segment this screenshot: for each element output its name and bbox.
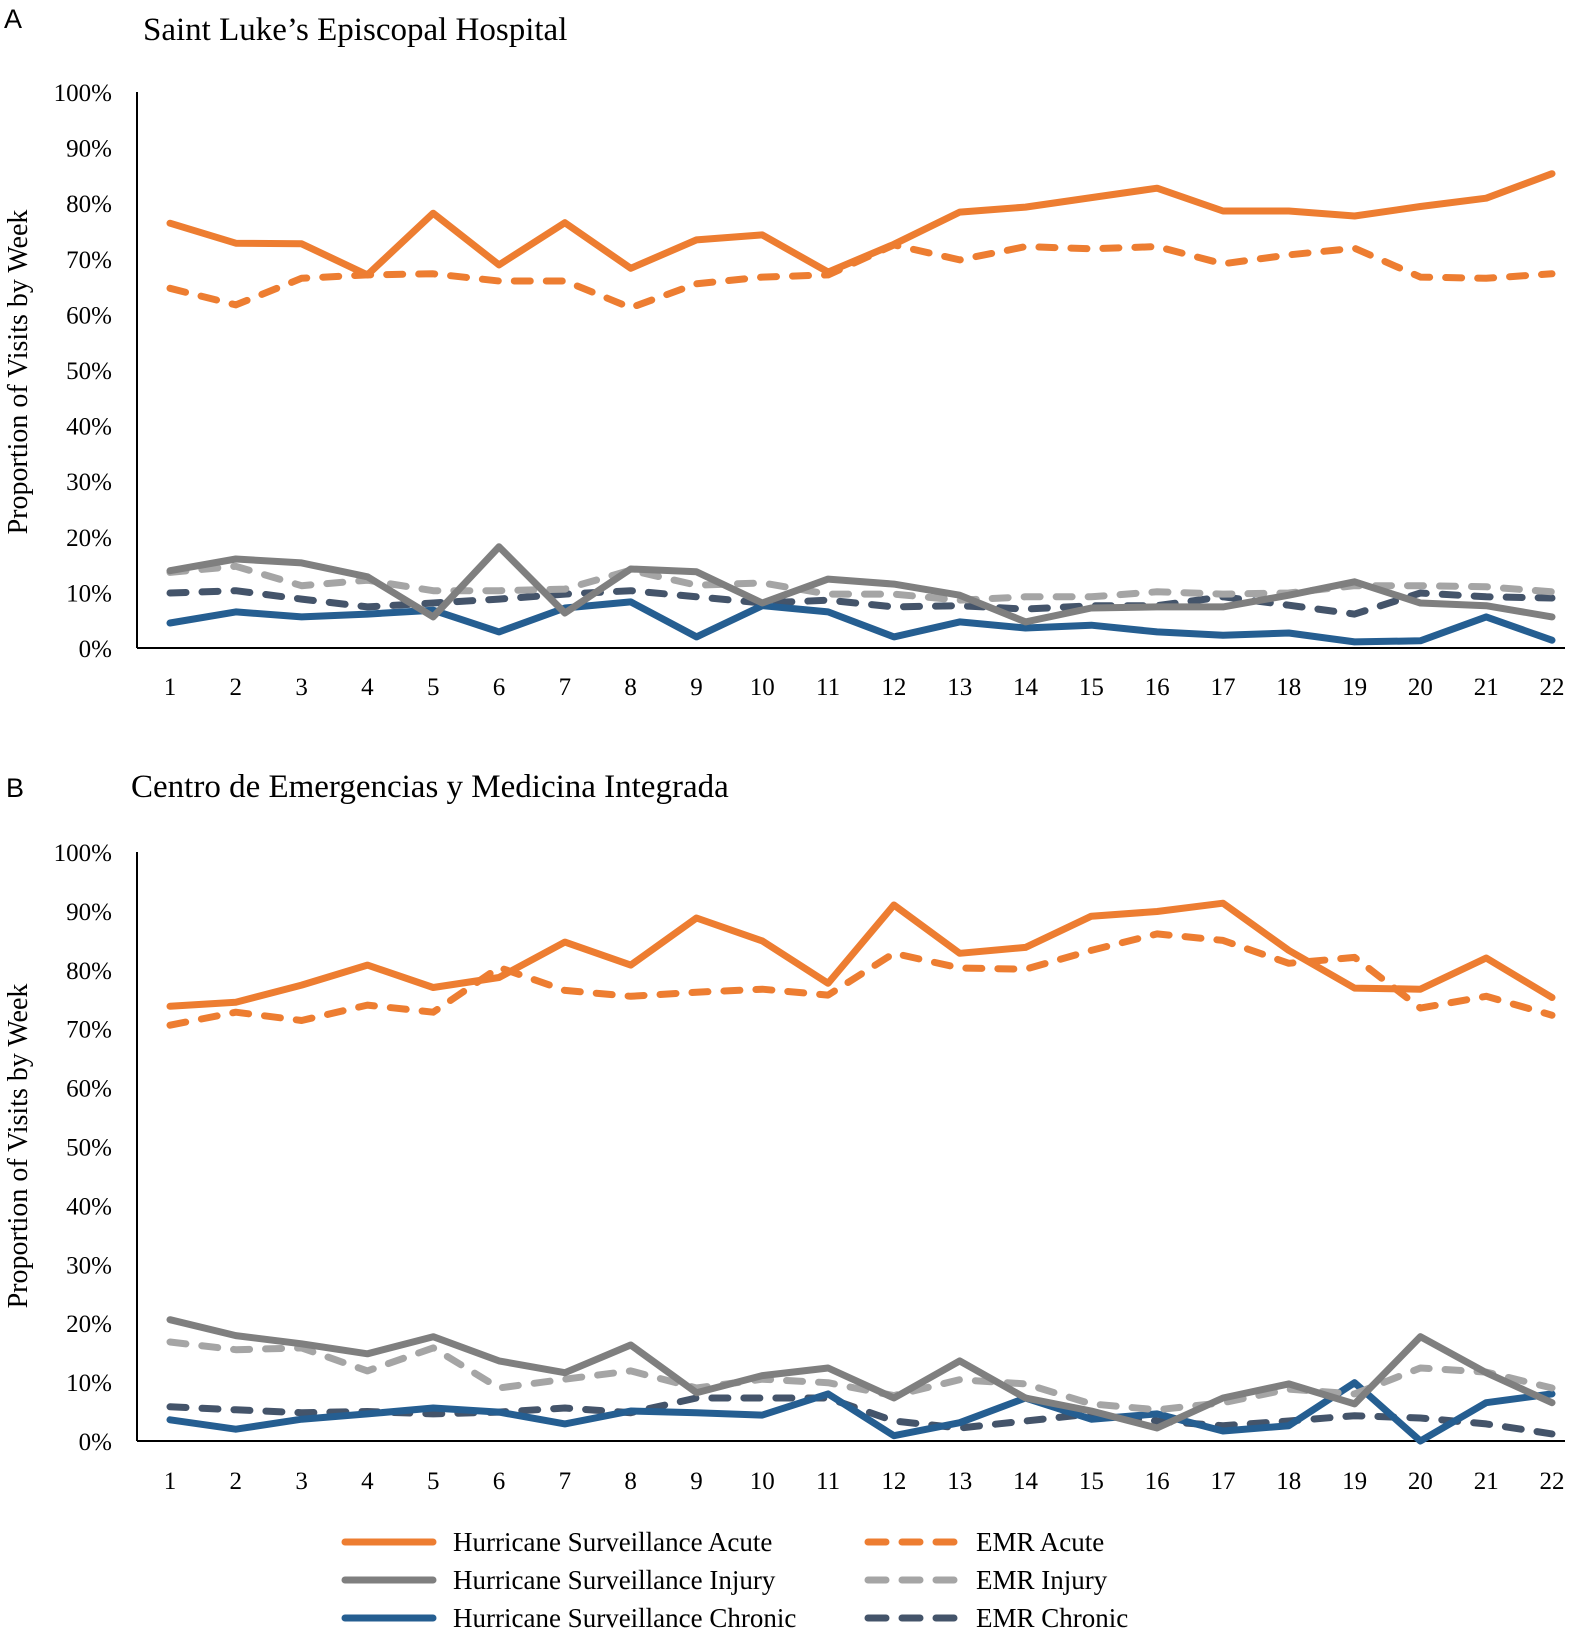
legend-item-emr-injury: EMR Injury (868, 1565, 1108, 1595)
legend-item-hs-chronic: Hurricane Surveillance Chronic (345, 1603, 796, 1633)
x-tick-label: 21 (1474, 1468, 1499, 1495)
x-tick-label: 15 (1079, 1468, 1104, 1495)
x-tick-label: 18 (1276, 1468, 1301, 1495)
series-line-hs-acute (170, 903, 1552, 1006)
y-tick-label: 30% (66, 469, 112, 496)
legend-label: Hurricane Surveillance Acute (453, 1527, 772, 1557)
x-tick-label: 1 (164, 1468, 177, 1495)
legend-item-emr-acute: EMR Acute (868, 1527, 1104, 1557)
x-tick-label: 12 (881, 674, 906, 701)
panel-letter-a: A (4, 4, 22, 34)
y-tick-label: 100% (54, 840, 112, 867)
x-tick-label: 2 (230, 674, 243, 701)
x-tick-label: 6 (493, 674, 506, 701)
y-tick-label: 10% (66, 1370, 112, 1397)
y-tick-label: 50% (66, 358, 112, 385)
y-tick-label: 100% (54, 80, 112, 107)
y-tick-label: 80% (66, 958, 112, 985)
y-tick-label: 90% (66, 899, 112, 926)
x-tick-label: 6 (493, 1468, 506, 1495)
panel-a-y-ticks: 0% 10% 20% 30% 40% 50% 60% 70% 80% 90% 100% (54, 80, 112, 663)
x-tick-label: 5 (427, 674, 440, 701)
y-tick-label: 20% (66, 525, 112, 552)
series-line-emr-acute (170, 245, 1552, 308)
panel-b-y-axis-label: Proportion of Visits by Week (3, 984, 34, 1309)
x-tick-label: 17 (1210, 1468, 1235, 1495)
y-tick-label: 30% (66, 1252, 112, 1279)
legend-item-hs-injury: Hurricane Surveillance Injury (345, 1565, 776, 1595)
x-tick-label: 16 (1145, 1468, 1170, 1495)
y-tick-label: 20% (66, 1311, 112, 1338)
y-tick-label: 80% (66, 191, 112, 218)
x-tick-label: 1 (164, 674, 177, 701)
x-tick-label: 19 (1342, 674, 1367, 701)
panel-a-series (170, 174, 1552, 642)
series-line-hs-acute (170, 174, 1552, 275)
x-tick-label: 14 (1013, 674, 1039, 701)
y-tick-label: 10% (66, 580, 112, 607)
legend-item-hs-acute: Hurricane Surveillance Acute (345, 1527, 772, 1557)
x-tick-label: 11 (816, 1468, 840, 1495)
y-tick-label: 60% (66, 1076, 112, 1103)
y-tick-label: 70% (66, 1017, 112, 1044)
y-tick-label: 0% (79, 1429, 112, 1456)
y-tick-label: 90% (66, 136, 112, 163)
x-tick-label: 18 (1276, 674, 1301, 701)
x-tick-label: 7 (559, 1468, 572, 1495)
y-tick-label: 70% (66, 247, 112, 274)
x-tick-label: 22 (1540, 674, 1565, 701)
x-tick-label: 22 (1540, 1468, 1565, 1495)
y-tick-label: 50% (66, 1135, 112, 1162)
legend-label: EMR Injury (976, 1565, 1108, 1595)
x-tick-label: 13 (947, 1468, 972, 1495)
panel-a-y-axis-label: Proportion of Visits by Week (3, 210, 34, 535)
panel-a-title: Saint Luke’s Episcopal Hospital (143, 12, 567, 48)
y-tick-label: 40% (66, 414, 112, 441)
y-tick-label: 0% (79, 636, 112, 663)
panel-b: B Centro de Emergencias y Medicina Integ… (3, 769, 1565, 1495)
x-tick-label: 3 (295, 674, 308, 701)
x-tick-label: 2 (230, 1468, 243, 1495)
legend-label: EMR Chronic (976, 1603, 1128, 1633)
x-tick-label: 11 (816, 674, 840, 701)
x-tick-label: 10 (750, 1468, 775, 1495)
x-tick-label: 5 (427, 1468, 440, 1495)
x-tick-label: 3 (295, 1468, 308, 1495)
x-tick-label: 7 (559, 674, 572, 701)
x-tick-label: 21 (1474, 674, 1499, 701)
y-tick-label: 60% (66, 302, 112, 329)
x-tick-label: 9 (690, 1468, 703, 1495)
x-tick-label: 9 (690, 674, 703, 701)
x-tick-label: 12 (881, 1468, 906, 1495)
legend-item-emr-chronic: EMR Chronic (868, 1603, 1128, 1633)
x-tick-label: 20 (1408, 1468, 1433, 1495)
legend-label: EMR Acute (976, 1527, 1104, 1557)
x-tick-label: 13 (947, 674, 972, 701)
x-tick-label: 8 (624, 1468, 637, 1495)
x-tick-label: 19 (1342, 1468, 1367, 1495)
x-tick-label: 4 (361, 674, 374, 701)
panel-b-title: Centro de Emergencias y Medicina Integra… (131, 769, 729, 805)
x-tick-label: 17 (1210, 674, 1235, 701)
legend-label: Hurricane Surveillance Chronic (453, 1603, 796, 1633)
x-tick-label: 4 (361, 1468, 374, 1495)
x-tick-label: 15 (1079, 674, 1104, 701)
panel-letter-b: B (6, 773, 24, 803)
panel-b-series (170, 903, 1552, 1441)
x-tick-label: 20 (1408, 674, 1433, 701)
panel-b-y-ticks: 0% 10% 20% 30% 40% 50% 60% 70% 80% 90% 100% (54, 840, 112, 1456)
panel-a: A Saint Luke’s Episcopal Hospital Propor… (3, 4, 1565, 701)
x-tick-label: 14 (1013, 1468, 1039, 1495)
x-tick-label: 16 (1145, 674, 1170, 701)
y-tick-label: 40% (66, 1193, 112, 1220)
legend: Hurricane Surveillance Acute EMR Acute Hur… (345, 1527, 1128, 1633)
x-tick-label: 10 (750, 674, 775, 701)
legend-label: Hurricane Surveillance Injury (453, 1565, 776, 1595)
x-tick-label: 8 (624, 674, 637, 701)
